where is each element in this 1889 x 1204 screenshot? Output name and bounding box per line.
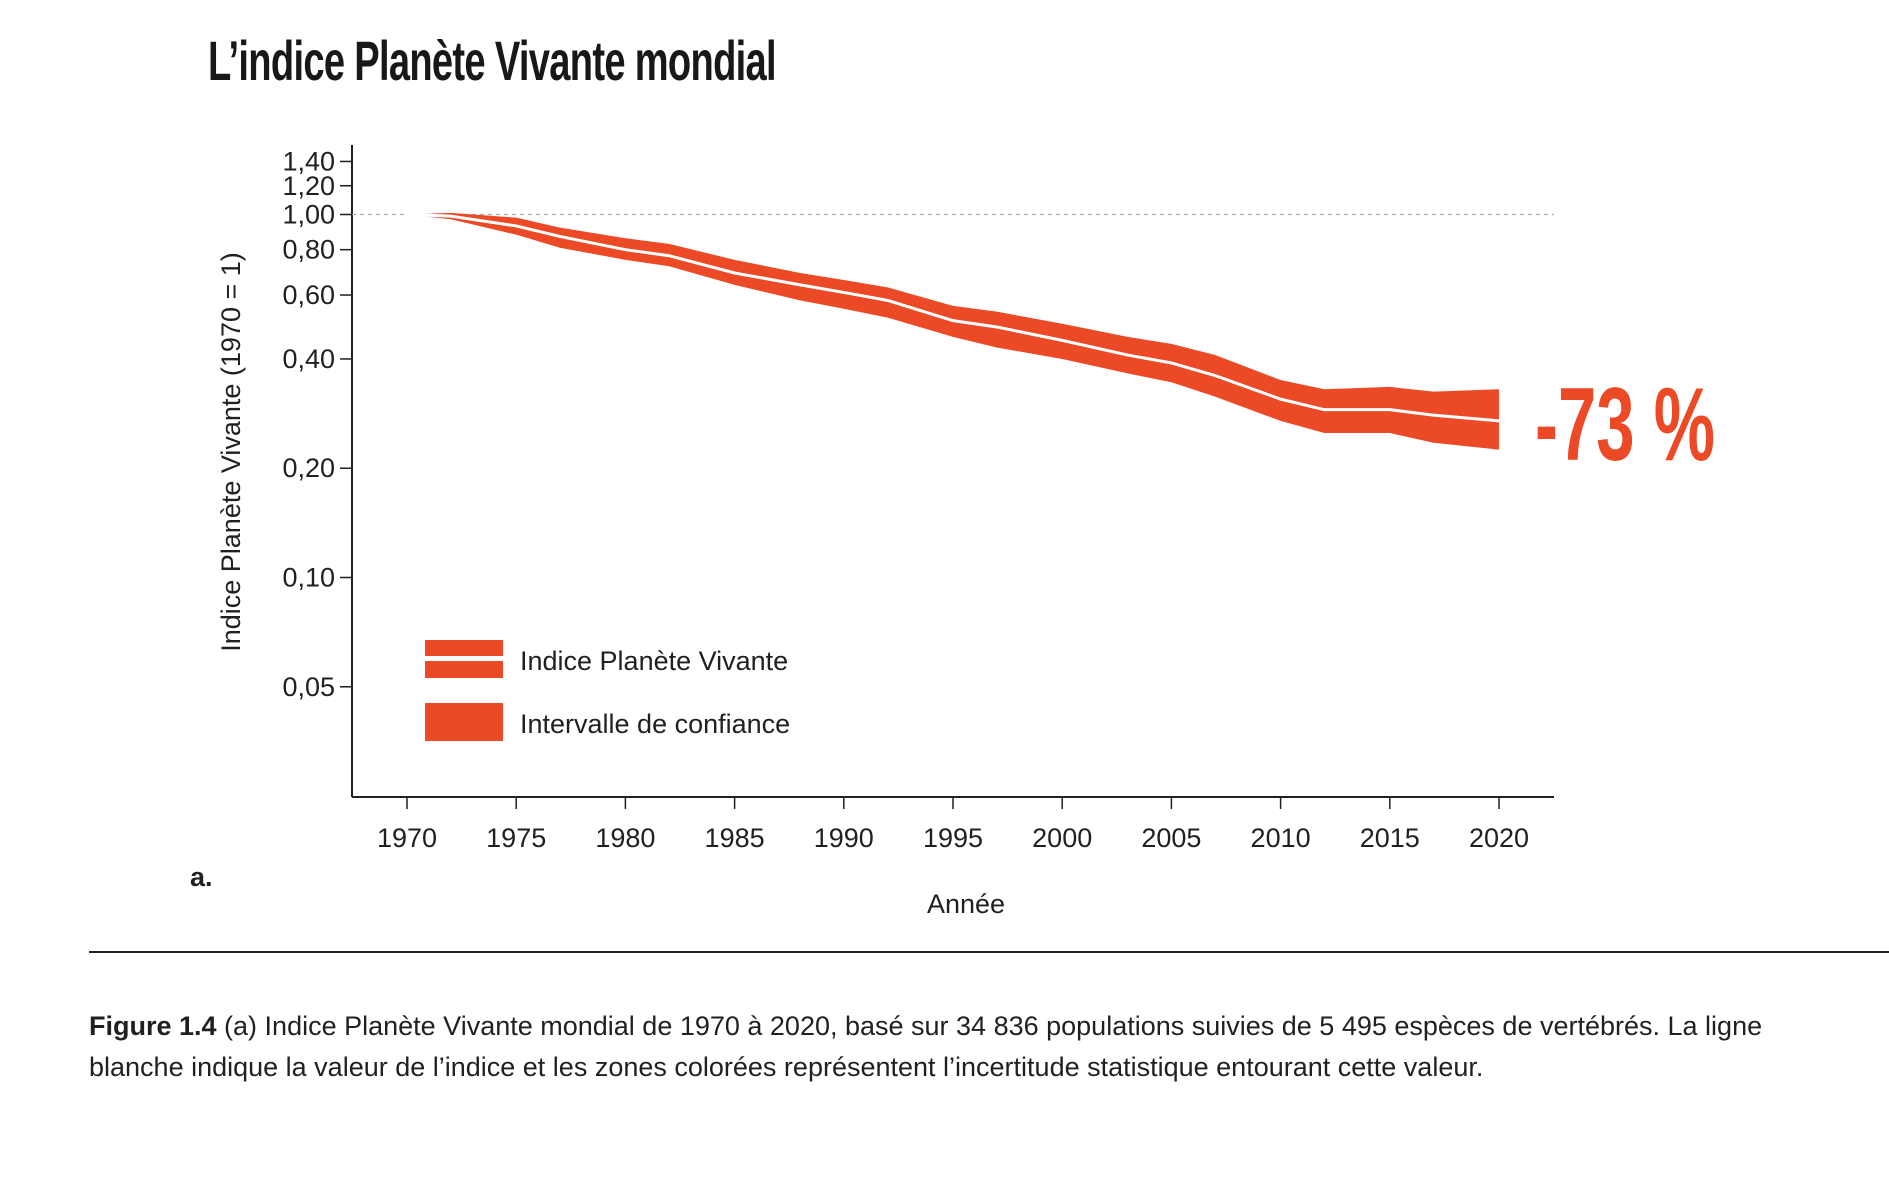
x-tick-label: 2010 bbox=[1251, 823, 1311, 853]
x-tick-label: 2020 bbox=[1469, 823, 1529, 853]
divider bbox=[89, 951, 1889, 953]
legend-swatch-index-line bbox=[425, 656, 503, 661]
y-tick-label: 0,80 bbox=[282, 235, 335, 265]
y-tick-label: 0,40 bbox=[282, 344, 335, 374]
x-tick-label: 2015 bbox=[1360, 823, 1420, 853]
panel-label: a. bbox=[190, 862, 213, 892]
x-tick-label: 2000 bbox=[1032, 823, 1092, 853]
y-tick-label: 1,20 bbox=[282, 171, 335, 201]
x-tick-label: 1995 bbox=[923, 823, 983, 853]
x-tick-label: 1970 bbox=[377, 823, 437, 853]
y-tick-label: 0,05 bbox=[282, 672, 335, 702]
x-tick-label: 1985 bbox=[705, 823, 765, 853]
legend: Indice Planète Vivante Intervalle de con… bbox=[425, 640, 790, 741]
x-tick-label: 1990 bbox=[814, 823, 874, 853]
legend-label-confidence: Intervalle de confiance bbox=[520, 709, 790, 739]
caption-figure-number: Figure 1.4 bbox=[89, 1011, 217, 1041]
caption-text: (a) Indice Planète Vivante mondial de 19… bbox=[89, 1011, 1763, 1082]
x-tick-label: 1975 bbox=[486, 823, 546, 853]
y-tick-label: 0,60 bbox=[282, 280, 335, 310]
confidence-interval-band bbox=[407, 212, 1499, 450]
legend-label-index: Indice Planète Vivante bbox=[520, 646, 788, 676]
x-tick-label: 2005 bbox=[1141, 823, 1201, 853]
index-line bbox=[406, 213, 1500, 423]
y-tick-label: 1,40 bbox=[282, 146, 335, 176]
x-axis-label: Année bbox=[927, 889, 1005, 919]
decline-percentage: -73 % bbox=[1535, 367, 1715, 483]
x-tick-label: 1980 bbox=[595, 823, 655, 853]
y-tick-label: 1,00 bbox=[282, 200, 335, 230]
y-tick-label: 0,20 bbox=[282, 453, 335, 483]
y-axis-label: Indice Planète Vivante (1970 = 1) bbox=[216, 252, 246, 652]
chart-title: L’indice Planète Vivante mondial bbox=[208, 29, 777, 92]
figure-caption: Figure 1.4 (a) Indice Planète Vivante mo… bbox=[89, 1006, 1829, 1088]
y-tick-label: 0,10 bbox=[282, 563, 335, 593]
legend-swatch-confidence bbox=[425, 703, 503, 741]
